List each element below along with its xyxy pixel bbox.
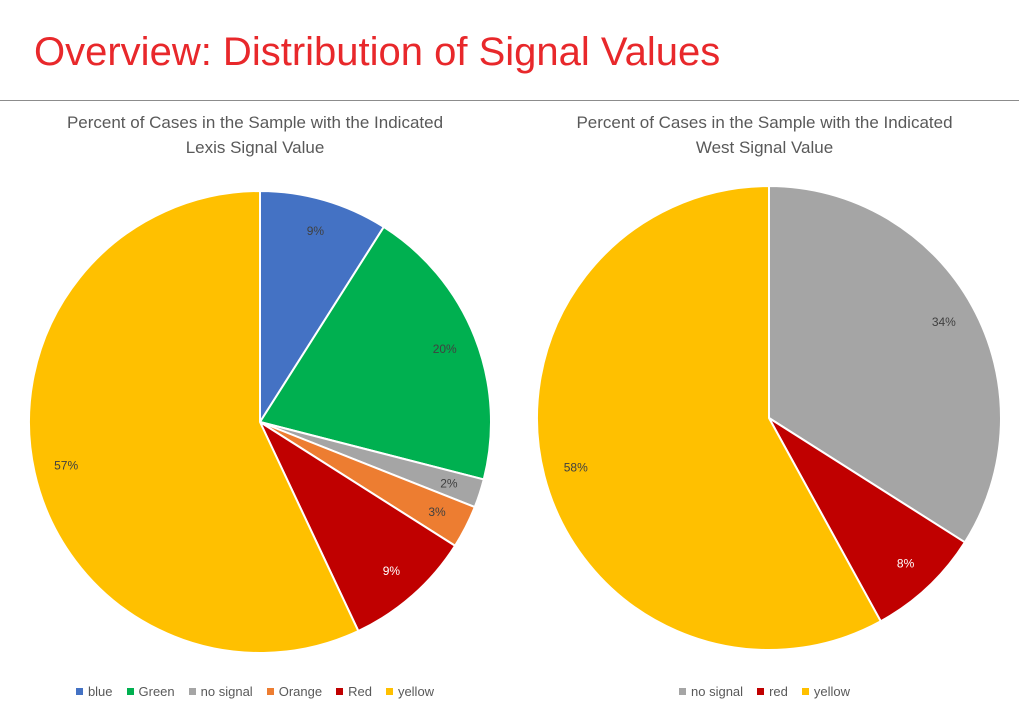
lexis-legend-label-no-signal: no signal — [200, 684, 253, 699]
west-legend-item-yellow: yellow — [801, 684, 850, 699]
west-label-no-signal: 34% — [932, 315, 956, 329]
lexis-legend-item-green: Green — [126, 684, 175, 699]
lexis-legend-label-red: Red — [348, 684, 372, 699]
west-pie-chart: Percent of Cases in the Sample with the … — [510, 108, 1019, 708]
west-label-red: 8% — [897, 556, 915, 570]
lexis-legend-item-blue: blue — [75, 684, 113, 699]
lexis-slice-red — [259, 421, 457, 633]
west-legend-swatch-red — [757, 688, 765, 695]
lexis-legend-item-orange: Orange — [266, 684, 323, 699]
west-legend-label-yellow: yellow — [813, 684, 850, 699]
lexis-label-yellow: 57% — [54, 458, 78, 472]
west-legend: no signal red yellow — [510, 684, 1019, 699]
west-legend-swatch-yellow — [801, 688, 809, 695]
lexis-pie-svg: 9% 20% 2% 3% 9% 57% — [28, 190, 492, 654]
west-slice-red — [768, 417, 966, 623]
lexis-legend: blue Green no signal Orange Red yellow — [0, 684, 510, 699]
lexis-label-no-signal: 2% — [440, 476, 458, 490]
lexis-legend-swatch-no-signal — [188, 688, 196, 695]
west-legend-label-red: red — [769, 684, 788, 699]
west-label-yellow: 58% — [564, 461, 588, 475]
lexis-pie-chart: Percent of Cases in the Sample with the … — [0, 108, 510, 708]
title-divider — [0, 100, 1019, 101]
lexis-label-green: 20% — [433, 342, 457, 356]
lexis-legend-label-orange: Orange — [278, 684, 323, 699]
lexis-legend-swatch-green — [126, 688, 134, 695]
lexis-legend-item-red: Red — [336, 684, 372, 699]
lexis-legend-item-no-signal: no signal — [188, 684, 253, 699]
west-slice-yellow — [536, 185, 882, 651]
lexis-legend-swatch-orange — [266, 688, 274, 695]
slide-title: Overview: Distribution of Signal Values — [34, 30, 721, 74]
lexis-legend-label-blue: blue — [87, 684, 113, 699]
west-legend-label-no-signal: no signal — [691, 684, 744, 699]
lexis-label-red: 9% — [383, 564, 401, 578]
lexis-chart-title: Percent of Cases in the Sample with the … — [66, 113, 444, 157]
lexis-slice-blue — [259, 190, 385, 423]
lexis-legend-item-yellow: yellow — [385, 684, 435, 699]
lexis-legend-swatch-yellow — [385, 688, 393, 695]
west-slice-no-signal — [768, 185, 1002, 544]
lexis-label-orange: 3% — [428, 505, 446, 519]
lexis-label-blue: 9% — [307, 224, 325, 238]
lexis-legend-swatch-blue — [75, 688, 83, 695]
west-pie-svg: 34% 8% 58% — [536, 185, 1002, 651]
west-chart-title: Percent of Cases in the Sample with the … — [576, 113, 953, 157]
lexis-legend-label-yellow: yellow — [397, 684, 435, 699]
lexis-slice-green — [259, 225, 492, 481]
west-legend-swatch-no-signal — [679, 688, 687, 695]
lexis-legend-label-green: Green — [138, 684, 175, 699]
lexis-slice-yellow — [28, 190, 360, 654]
lexis-legend-swatch-red — [336, 688, 344, 695]
west-legend-item-no-signal: no signal — [679, 684, 743, 699]
west-legend-item-red: red — [757, 684, 788, 699]
